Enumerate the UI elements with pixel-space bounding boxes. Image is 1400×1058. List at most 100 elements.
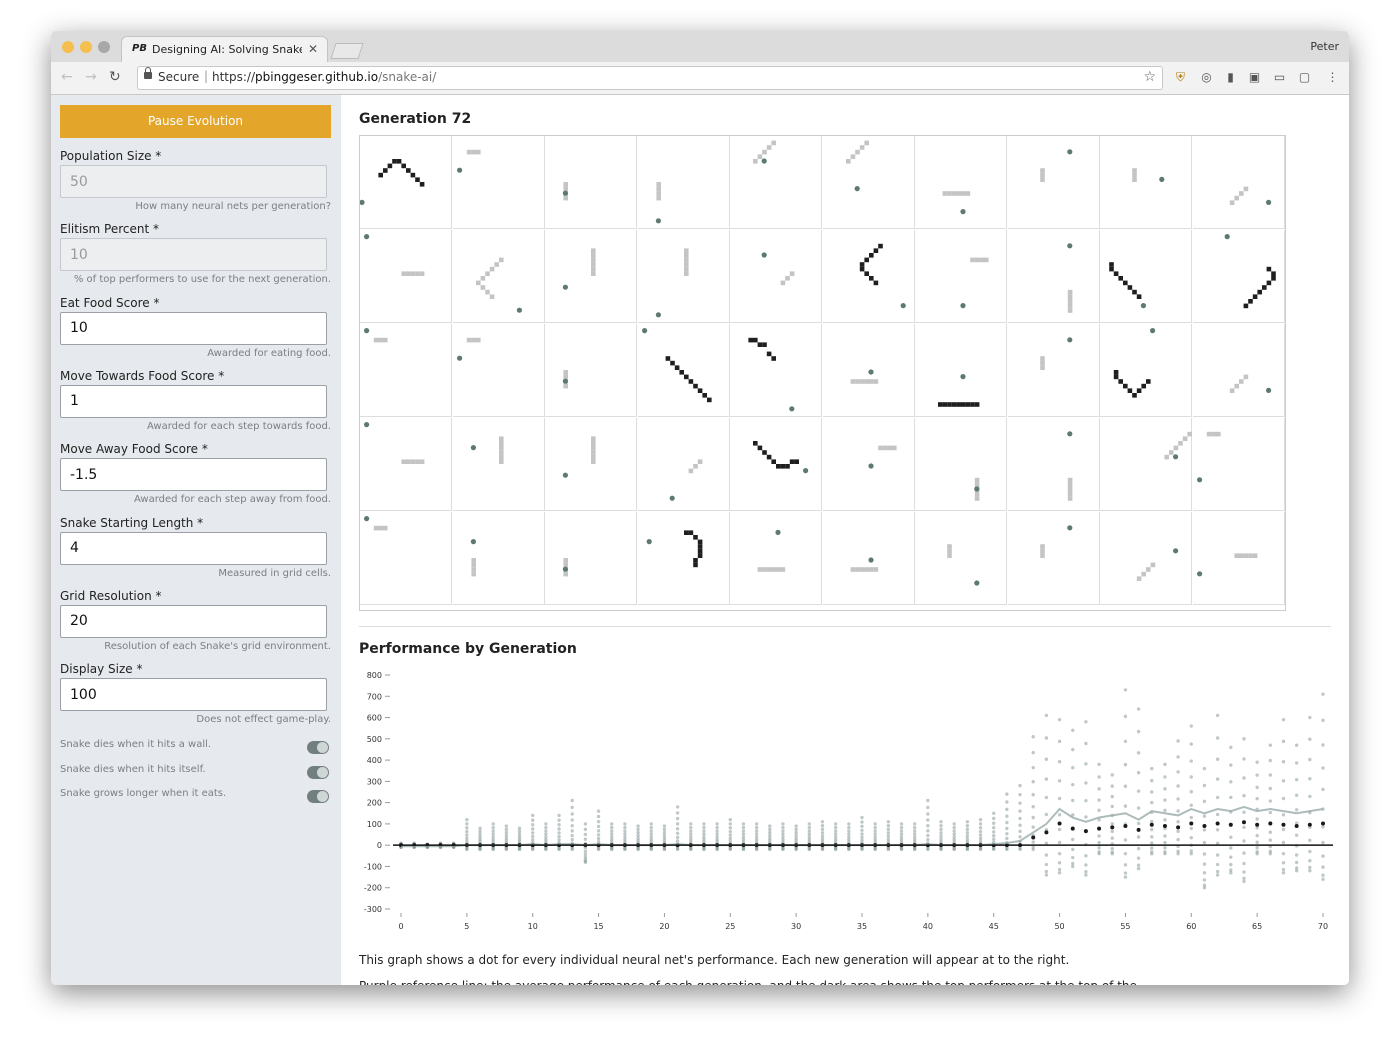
settings-sidebar: Pause Evolution Population Size * How man… xyxy=(51,95,341,985)
circle-extension-icon[interactable]: ◎ xyxy=(1201,70,1212,84)
scatter-dot xyxy=(1031,750,1035,755)
scatter-dot xyxy=(1044,795,1049,800)
address-bar[interactable]: Secure | https://pbinggeser.github.io/sn… xyxy=(137,66,1163,90)
scatter-dot xyxy=(1150,766,1154,771)
scatter-dot xyxy=(926,833,930,838)
maximize-window-button[interactable] xyxy=(98,41,110,53)
snake-segment xyxy=(1067,289,1072,295)
scatter-dot xyxy=(860,815,864,820)
food-pellet xyxy=(655,218,661,224)
toggle-switch[interactable] xyxy=(307,790,329,803)
toggle-switch[interactable] xyxy=(307,741,329,754)
snake-segment xyxy=(1039,544,1045,549)
snake-game-cell xyxy=(822,512,915,605)
y-tick-label: 0 xyxy=(377,841,382,850)
setting-input[interactable] xyxy=(60,165,327,198)
food-pellet xyxy=(1066,525,1072,531)
food-pellet xyxy=(867,557,874,563)
snake-segment xyxy=(776,567,781,572)
scatter-dot xyxy=(1110,846,1114,851)
scatter-dot xyxy=(939,831,943,835)
scatter-dot xyxy=(1255,833,1259,838)
setting-input[interactable] xyxy=(60,458,327,492)
snake-game-canvas xyxy=(761,252,795,286)
cast-icon[interactable]: ▭ xyxy=(1273,70,1286,84)
scatter-dot xyxy=(912,838,917,842)
close-window-button[interactable] xyxy=(62,41,74,53)
snake-segment xyxy=(1215,431,1221,437)
scatter-dot xyxy=(768,827,772,832)
snake-game-cell xyxy=(452,230,545,323)
snake-segment xyxy=(1243,186,1248,192)
food-pellet xyxy=(562,472,568,478)
setting-input[interactable] xyxy=(60,604,327,638)
food-pellet xyxy=(761,158,767,164)
scatter-dot xyxy=(504,833,509,838)
scatter-dot xyxy=(504,824,509,828)
scatter-dot xyxy=(965,839,970,844)
snake-segment xyxy=(688,468,693,474)
snake-game-canvas xyxy=(850,369,878,384)
snake-segment xyxy=(563,571,568,577)
snake-segment xyxy=(406,168,411,173)
x-tick-label: 10 xyxy=(528,922,538,931)
tile-extension-icon[interactable]: ▮ xyxy=(1227,70,1234,84)
scatter-dot xyxy=(1031,825,1035,829)
shield-extension-icon[interactable]: ⛨ xyxy=(1175,70,1185,84)
scatter-dot xyxy=(912,840,917,844)
scatter-dot xyxy=(1294,853,1299,857)
bookmark-star-icon[interactable]: ☆ xyxy=(1143,69,1156,85)
scatter-dot xyxy=(531,823,535,827)
minimize-window-button[interactable] xyxy=(80,41,92,53)
scatter-dot xyxy=(873,838,877,842)
snake-segment xyxy=(1146,379,1151,384)
scatter-dot xyxy=(1268,851,1273,856)
setting-input[interactable] xyxy=(60,311,327,345)
scatter-dot xyxy=(860,828,864,832)
snake-segment xyxy=(683,262,689,267)
back-arrow-icon[interactable]: ← xyxy=(61,69,73,85)
setting-input[interactable] xyxy=(60,678,327,712)
snake-segment xyxy=(961,191,966,196)
scatter-dot xyxy=(610,832,614,836)
snake-game-canvas xyxy=(1039,149,1072,182)
setting-input[interactable] xyxy=(60,384,327,418)
scatter-dot xyxy=(754,835,759,839)
scatter-dot xyxy=(794,830,798,835)
scatter-dot xyxy=(1150,835,1154,839)
scatter-dot xyxy=(1229,868,1233,872)
screen-extension-icon[interactable]: ▣ xyxy=(1248,70,1261,84)
close-tab-icon[interactable]: ✕ xyxy=(308,42,319,56)
site-favicon-icon: PB xyxy=(132,43,147,54)
reload-icon[interactable]: ↻ xyxy=(109,69,121,85)
setting-input[interactable] xyxy=(60,238,327,272)
snake-segment xyxy=(984,257,989,263)
new-tab-button[interactable] xyxy=(330,43,364,59)
snake-game-cell xyxy=(822,324,915,417)
scatter-dot xyxy=(1110,804,1114,809)
snake-segment xyxy=(942,191,948,196)
scatter-dot xyxy=(1150,778,1154,783)
profile-name[interactable]: Peter xyxy=(1310,40,1339,53)
snake-segment xyxy=(401,163,406,169)
browser-tab[interactable]: PB Designing AI: Solving Snake W ✕ xyxy=(121,36,328,63)
scatter-dot xyxy=(1321,873,1325,877)
toggle-switch[interactable] xyxy=(307,765,329,779)
url-text[interactable]: https://pbinggeser.github.io/snake-ai/ xyxy=(212,70,436,84)
scatter-dot xyxy=(847,829,851,833)
scatter-dot-dense xyxy=(1070,826,1075,831)
x-tick-label: 25 xyxy=(725,922,735,931)
snake-segment xyxy=(1243,374,1248,380)
scatter-dot xyxy=(1321,854,1325,858)
menu-kebab-icon[interactable]: ⋮ xyxy=(1326,70,1339,84)
forward-arrow-icon[interactable]: → xyxy=(85,69,97,85)
scatter-dot xyxy=(1189,851,1193,856)
scatter-dot xyxy=(1294,821,1299,825)
scatter-dot xyxy=(952,825,956,830)
pause-evolution-button[interactable]: Pause Evolution xyxy=(60,105,331,138)
setting-input[interactable] xyxy=(60,531,327,565)
scatter-dot xyxy=(860,838,864,843)
window-extension-icon[interactable]: ▢ xyxy=(1298,70,1311,84)
scatter-dot xyxy=(517,837,522,841)
snake-segment xyxy=(688,379,693,384)
